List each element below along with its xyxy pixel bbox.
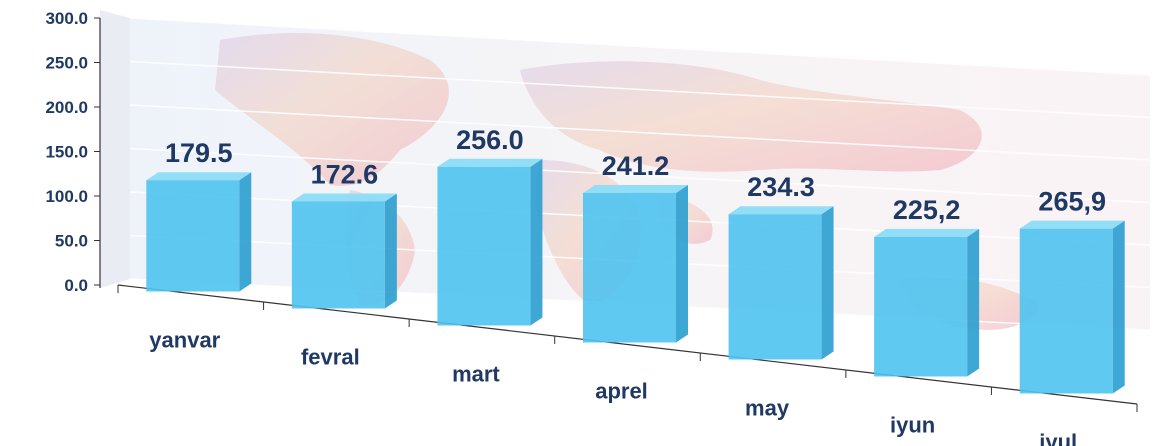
data-label: 234.3 [747, 172, 815, 202]
bar-top [291, 193, 397, 202]
bars [146, 158, 1125, 394]
labels: 0.0 50.0 100.0 150.0 200.0 250.0 300.0 179.5 yan… [45, 9, 1106, 446]
gridline [129, 104, 1151, 161]
axes [94, 17, 1138, 412]
gridline [129, 17, 1151, 76]
bar [583, 192, 676, 343]
bar-side [967, 228, 980, 377]
x-tick-label: iyun [890, 413, 935, 438]
y-tick-label: 50.0 [55, 232, 88, 251]
bar-side [384, 193, 397, 309]
bar [1019, 228, 1113, 394]
bar-top [874, 228, 980, 237]
data-label: 241.2 [602, 151, 670, 181]
bar [437, 166, 531, 326]
bar-top [728, 206, 834, 215]
x-tick-label: mart [452, 362, 500, 387]
data-label: 179.5 [165, 138, 233, 168]
x-tick-label: may [745, 396, 790, 421]
x-tick-label: fevral [301, 345, 360, 370]
y-tick-label: 200.0 [45, 98, 88, 117]
bar [291, 201, 385, 309]
bar [146, 180, 240, 292]
y-tick-label: 250.0 [45, 54, 88, 73]
bar-side [530, 158, 543, 326]
x-tick-label: yanvar [149, 328, 220, 353]
map-continent [215, 32, 449, 186]
data-label: 225,2 [893, 195, 961, 225]
bar-top [146, 172, 252, 181]
bar-side [239, 172, 252, 292]
x-tick-label: aprel [595, 379, 648, 404]
gridline [129, 147, 1151, 204]
data-label: 265,9 [1038, 187, 1106, 217]
bar [874, 236, 968, 377]
gridline [129, 60, 1151, 119]
x-axis-line [117, 284, 1138, 405]
y-tick-label: 300.0 [45, 9, 88, 28]
y-tick-label: 150.0 [45, 143, 88, 162]
y-tick-label: 0.0 [64, 276, 88, 295]
bar-side [676, 184, 688, 343]
bar-side [1112, 220, 1125, 394]
bar-top [583, 184, 688, 193]
x-tick-label: iyul [1039, 430, 1077, 446]
data-label: 256.0 [456, 125, 524, 155]
y-tick-label: 100.0 [45, 187, 88, 206]
bar-top [437, 158, 543, 167]
data-label: 172.6 [311, 159, 379, 189]
bar-top [1019, 220, 1125, 229]
bar-side [821, 206, 834, 360]
bar [728, 214, 822, 360]
side-wall [100, 10, 130, 288]
